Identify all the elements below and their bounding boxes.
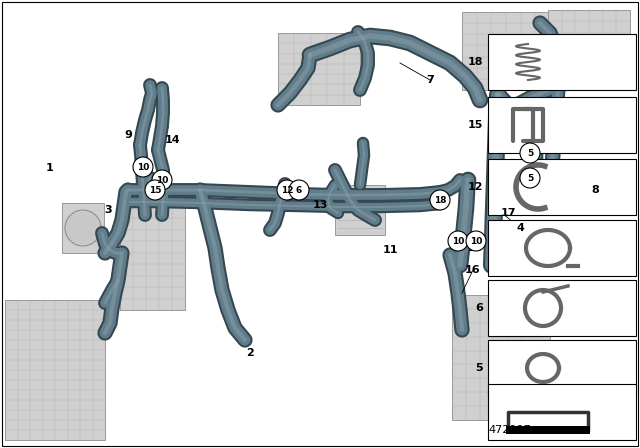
Text: 10: 10	[470, 237, 482, 246]
Text: 14: 14	[164, 135, 180, 145]
Text: 8: 8	[591, 185, 599, 195]
Circle shape	[520, 143, 540, 163]
Circle shape	[466, 231, 486, 251]
Text: 15: 15	[148, 185, 161, 194]
Text: 9: 9	[124, 130, 132, 140]
Bar	[548, 10, 630, 90]
Bar	[120, 195, 185, 310]
Circle shape	[277, 180, 297, 200]
Text: 5: 5	[476, 363, 483, 373]
Text: 5: 5	[527, 173, 533, 182]
Circle shape	[289, 180, 309, 200]
Text: 10: 10	[137, 163, 149, 172]
Text: 6: 6	[475, 303, 483, 313]
Bar	[62, 203, 104, 253]
Bar	[452, 295, 550, 420]
Text: 12: 12	[281, 185, 293, 194]
Circle shape	[145, 180, 165, 200]
Text: 1: 1	[46, 163, 54, 173]
Circle shape	[448, 231, 468, 251]
Circle shape	[133, 157, 153, 177]
Text: 10: 10	[452, 237, 464, 246]
Bar	[335, 185, 385, 235]
Text: 4: 4	[516, 223, 524, 233]
Text: 17: 17	[500, 208, 516, 218]
Bar	[462, 12, 550, 90]
Text: 5: 5	[527, 148, 533, 158]
Text: 12: 12	[467, 182, 483, 192]
Bar	[278, 33, 360, 105]
Text: 16: 16	[465, 265, 481, 275]
Text: 11: 11	[382, 245, 397, 255]
Text: 15: 15	[468, 120, 483, 130]
Text: 10: 10	[156, 176, 168, 185]
Bar	[488, 34, 636, 90]
Bar	[488, 340, 636, 396]
Text: 2: 2	[246, 348, 254, 358]
Text: 18: 18	[434, 195, 446, 204]
Circle shape	[430, 190, 450, 210]
Bar	[506, 426, 590, 434]
Text: 7: 7	[426, 75, 434, 85]
Circle shape	[65, 210, 101, 246]
Bar	[488, 159, 636, 215]
Bar	[488, 384, 636, 440]
Text: 10: 10	[468, 243, 483, 253]
Bar	[488, 97, 636, 153]
Text: 6: 6	[296, 185, 302, 194]
Circle shape	[152, 170, 172, 190]
Text: 3: 3	[104, 205, 112, 215]
Bar	[5, 300, 105, 440]
Text: 472997: 472997	[488, 425, 531, 435]
Bar	[488, 220, 636, 276]
Text: 18: 18	[467, 57, 483, 67]
Circle shape	[520, 168, 540, 188]
Bar	[488, 280, 636, 336]
Text: 13: 13	[312, 200, 328, 210]
